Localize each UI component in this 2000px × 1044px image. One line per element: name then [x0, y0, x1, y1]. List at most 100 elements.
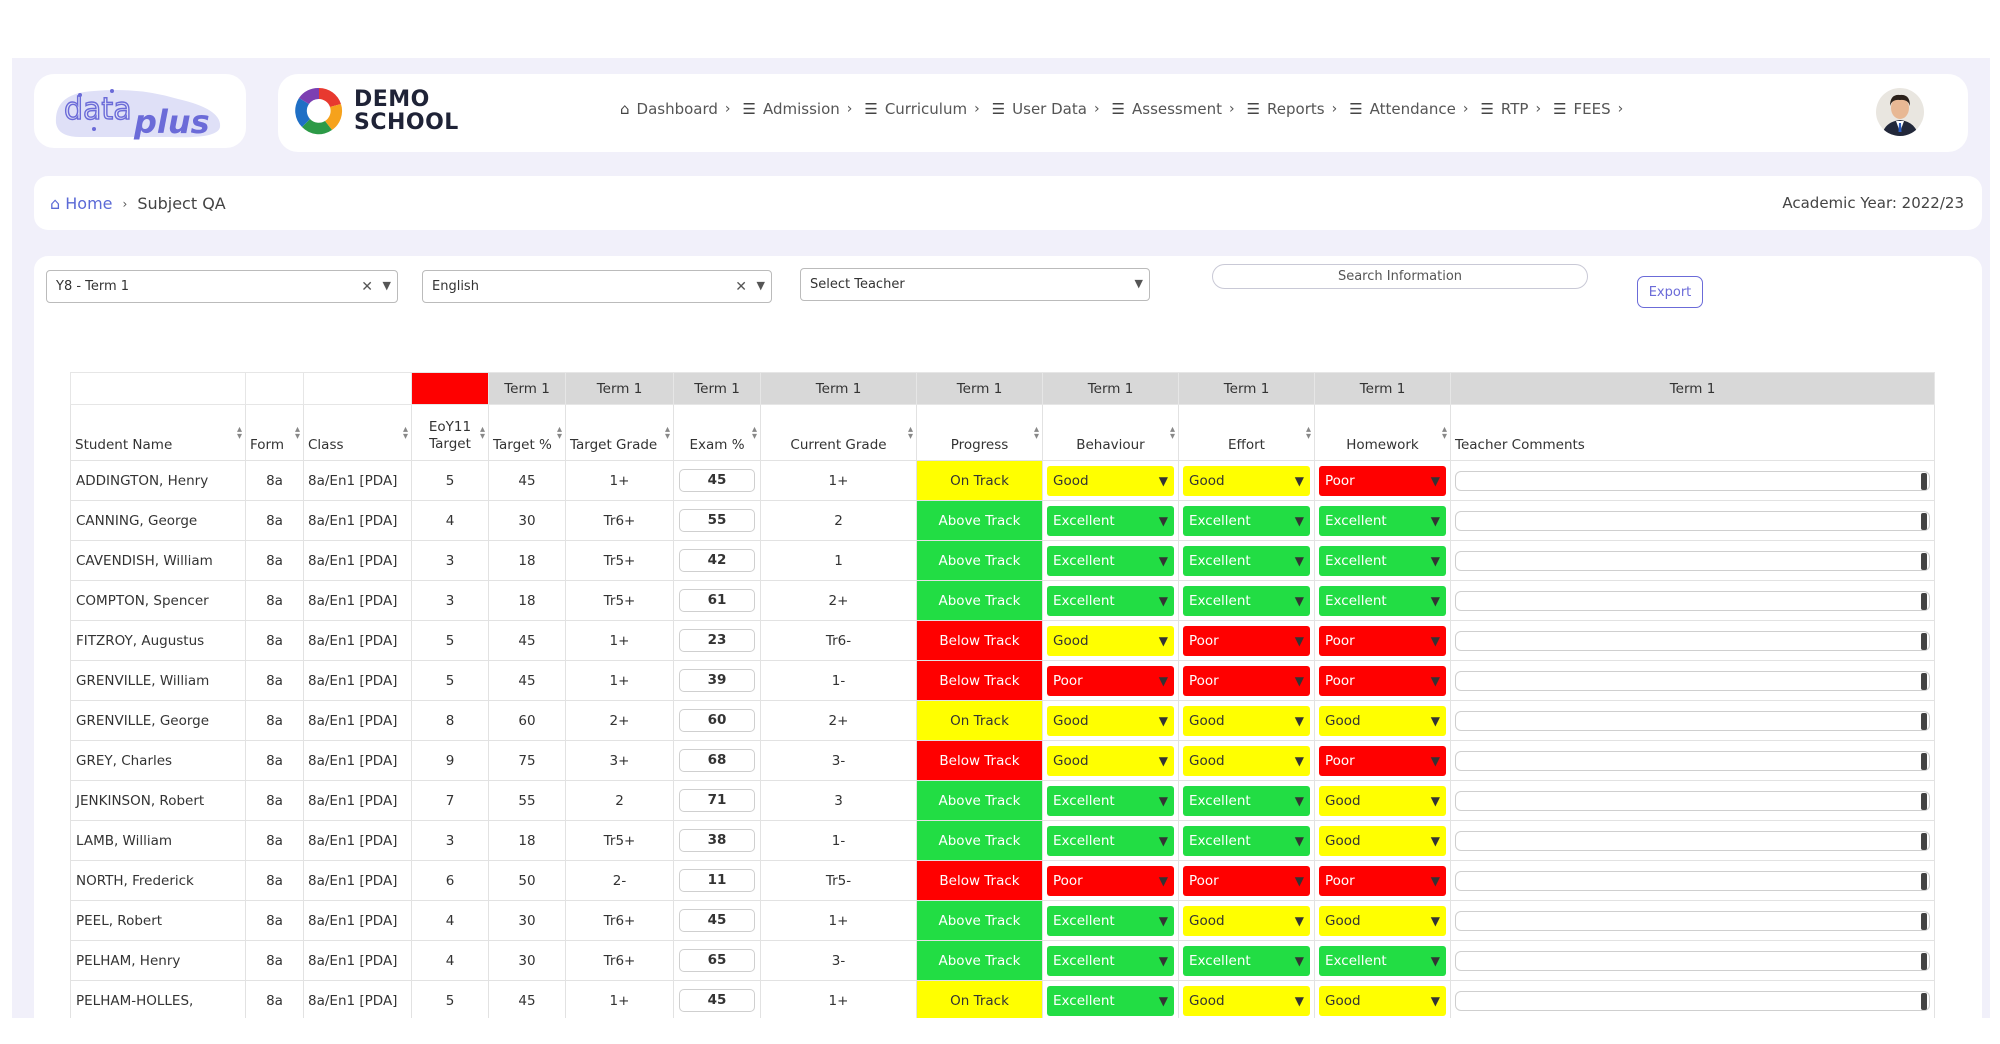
header-homework[interactable]: Homework ▴ ▾ [1314, 404, 1451, 461]
header-behaviour[interactable]: Behaviour ▴ ▾ [1042, 404, 1179, 461]
teacher-comment-input[interactable] [1455, 670, 1930, 691]
school-brand[interactable]: DEMO SCHOOL [292, 84, 459, 138]
homework-select[interactable]: Poor ▼ [1319, 865, 1446, 896]
sort-icon[interactable]: ▴ ▾ [479, 424, 485, 442]
nav-admission[interactable]: ☰ Admission › [743, 100, 853, 118]
behaviour-select[interactable]: Excellent ▼ [1047, 905, 1174, 936]
nav-reports[interactable]: ☰ Reports › [1247, 100, 1338, 118]
homework-select[interactable]: Good ▼ [1319, 985, 1446, 1016]
header-student-name[interactable]: Student Name ▴ ▾ [70, 404, 246, 461]
homework-select[interactable]: Good ▼ [1319, 905, 1446, 936]
effort-select[interactable]: Excellent ▼ [1183, 545, 1310, 576]
teacher-comment-input[interactable] [1455, 790, 1930, 811]
homework-select[interactable]: Poor ▼ [1319, 625, 1446, 656]
effort-select[interactable]: Good ▼ [1183, 705, 1310, 736]
teacher-comment-input[interactable] [1455, 870, 1930, 891]
effort-select[interactable]: Excellent ▼ [1183, 785, 1310, 816]
behaviour-select[interactable]: Good ▼ [1047, 625, 1174, 656]
export-button[interactable]: Export [1637, 276, 1703, 308]
nav-rtp[interactable]: ☰ RTP › [1480, 100, 1541, 118]
behaviour-select[interactable]: Good ▼ [1047, 745, 1174, 776]
header-target-grade[interactable]: Target Grade ▴ ▾ [565, 404, 674, 461]
behaviour-select[interactable]: Excellent ▼ [1047, 945, 1174, 976]
homework-select[interactable]: Excellent ▼ [1319, 545, 1446, 576]
exam-pct-input[interactable]: 60 [679, 709, 755, 732]
homework-select[interactable]: Good ▼ [1319, 785, 1446, 816]
teacher-comment-input[interactable] [1455, 750, 1930, 771]
teacher-comment-input[interactable] [1455, 590, 1930, 611]
exam-pct-input[interactable]: 23 [679, 629, 755, 652]
header-effort[interactable]: Effort ▴ ▾ [1178, 404, 1315, 461]
header-current-grade[interactable]: Current Grade ▴ ▾ [760, 404, 917, 461]
behaviour-select[interactable]: Excellent ▼ [1047, 585, 1174, 616]
homework-select[interactable]: Good ▼ [1319, 825, 1446, 856]
homework-select[interactable]: Excellent ▼ [1319, 505, 1446, 536]
clear-icon[interactable]: ✕ [361, 279, 373, 295]
teacher-comment-input[interactable] [1455, 910, 1930, 931]
exam-pct-input[interactable]: 45 [679, 469, 755, 492]
behaviour-select[interactable]: Poor ▼ [1047, 865, 1174, 896]
sort-icon[interactable]: ▴ ▾ [907, 424, 913, 442]
effort-select[interactable]: Excellent ▼ [1183, 825, 1310, 856]
behaviour-select[interactable]: Good ▼ [1047, 465, 1174, 496]
homework-select[interactable]: Excellent ▼ [1319, 945, 1446, 976]
teacher-comment-input[interactable] [1455, 630, 1930, 651]
effort-select[interactable]: Poor ▼ [1183, 665, 1310, 696]
teacher-comment-input[interactable] [1455, 510, 1930, 531]
effort-select[interactable]: Good ▼ [1183, 465, 1310, 496]
exam-pct-input[interactable]: 11 [679, 869, 755, 892]
header-target-pct[interactable]: Target % ▴ ▾ [488, 404, 566, 461]
header-exam-pct[interactable]: Exam % ▴ ▾ [673, 404, 761, 461]
effort-select[interactable]: Good ▼ [1183, 905, 1310, 936]
exam-pct-input[interactable]: 38 [679, 829, 755, 852]
search-input[interactable]: Search Information [1212, 264, 1588, 289]
sort-icon[interactable]: ▴ ▾ [556, 424, 562, 442]
term-select[interactable]: Y8 - Term 1 ✕ ▼ [46, 270, 398, 303]
exam-pct-input[interactable]: 45 [679, 909, 755, 932]
exam-pct-input[interactable]: 68 [679, 749, 755, 772]
teacher-comment-input[interactable] [1455, 470, 1930, 491]
nav-assessment[interactable]: ☰ Assessment › [1112, 100, 1235, 118]
teacher-select[interactable]: Select Teacher ▼ [800, 268, 1150, 301]
teacher-comment-input[interactable] [1455, 550, 1930, 571]
header-form[interactable]: Form ▴ ▾ [245, 404, 304, 461]
nav-attendance[interactable]: ☰ Attendance › [1349, 100, 1468, 118]
dataplus-logo[interactable]: data plus [34, 74, 246, 148]
behaviour-select[interactable]: Excellent ▼ [1047, 505, 1174, 536]
behaviour-select[interactable]: Excellent ▼ [1047, 985, 1174, 1016]
effort-select[interactable]: Good ▼ [1183, 745, 1310, 776]
subject-select[interactable]: English ✕ ▼ [422, 270, 772, 303]
homework-select[interactable]: Poor ▼ [1319, 745, 1446, 776]
homework-select[interactable]: Good ▼ [1319, 705, 1446, 736]
effort-select[interactable]: Poor ▼ [1183, 625, 1310, 656]
behaviour-select[interactable]: Excellent ▼ [1047, 785, 1174, 816]
nav-dashboard[interactable]: ⌂ Dashboard › [620, 100, 731, 118]
nav-user-data[interactable]: ☰ User Data › [992, 100, 1100, 118]
user-avatar[interactable] [1876, 88, 1924, 136]
header-class[interactable]: Class ▴ ▾ [303, 404, 412, 461]
homework-select[interactable]: Poor ▼ [1319, 465, 1446, 496]
homework-select[interactable]: Poor ▼ [1319, 665, 1446, 696]
sort-icon[interactable]: ▴ ▾ [1033, 424, 1039, 442]
effort-select[interactable]: Poor ▼ [1183, 865, 1310, 896]
chevron-down-icon[interactable]: ▼ [1134, 277, 1143, 290]
behaviour-select[interactable]: Excellent ▼ [1047, 545, 1174, 576]
nav-fees[interactable]: ☰ FEES › [1553, 100, 1623, 118]
chevron-down-icon[interactable]: ▼ [756, 279, 765, 292]
teacher-comment-input[interactable] [1455, 950, 1930, 971]
effort-select[interactable]: Excellent ▼ [1183, 505, 1310, 536]
sort-icon[interactable]: ▴ ▾ [1305, 424, 1311, 442]
header-progress[interactable]: Progress ▴ ▾ [916, 404, 1043, 461]
effort-select[interactable]: Excellent ▼ [1183, 945, 1310, 976]
clear-icon[interactable]: ✕ [735, 279, 747, 295]
teacher-comment-input[interactable] [1455, 710, 1930, 731]
teacher-comment-input[interactable] [1455, 830, 1930, 851]
sort-icon[interactable]: ▴ ▾ [236, 424, 242, 442]
nav-curriculum[interactable]: ☰ Curriculum › [864, 100, 979, 118]
sort-icon[interactable]: ▴ ▾ [1441, 424, 1447, 442]
behaviour-select[interactable]: Excellent ▼ [1047, 825, 1174, 856]
effort-select[interactable]: Good ▼ [1183, 985, 1310, 1016]
sort-icon[interactable]: ▴ ▾ [751, 424, 757, 442]
exam-pct-input[interactable]: 39 [679, 669, 755, 692]
header-eoy11-target[interactable]: EoY11 Target ▴ ▾ [411, 404, 489, 461]
